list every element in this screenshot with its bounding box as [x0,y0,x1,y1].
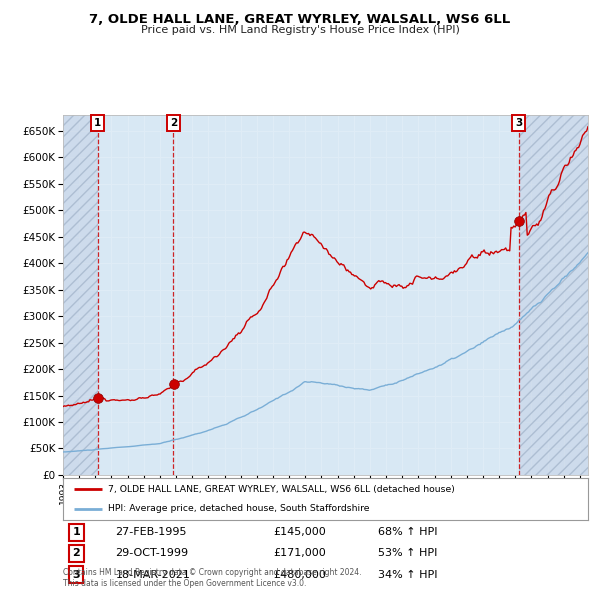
Text: 29-OCT-1999: 29-OCT-1999 [115,549,188,558]
Text: 68% ↑ HPI: 68% ↑ HPI [378,527,437,537]
Text: Price paid vs. HM Land Registry's House Price Index (HPI): Price paid vs. HM Land Registry's House … [140,25,460,35]
Text: £480,000: £480,000 [273,570,326,579]
Text: 53% ↑ HPI: 53% ↑ HPI [378,549,437,558]
Text: 2: 2 [72,549,80,558]
Text: £171,000: £171,000 [273,549,326,558]
Bar [518,115,588,475]
Text: 1: 1 [94,118,101,128]
Text: 27-FEB-1995: 27-FEB-1995 [115,527,187,537]
Bar [98,115,173,475]
Text: 7, OLDE HALL LANE, GREAT WYRLEY, WALSALL, WS6 6LL: 7, OLDE HALL LANE, GREAT WYRLEY, WALSALL… [89,13,511,26]
Text: Contains HM Land Registry data © Crown copyright and database right 2024.
This d: Contains HM Land Registry data © Crown c… [63,568,361,588]
Text: 7, OLDE HALL LANE, GREAT WYRLEY, WALSALL, WS6 6LL (detached house): 7, OLDE HALL LANE, GREAT WYRLEY, WALSALL… [107,485,454,494]
Bar [63,115,98,475]
Text: 34% ↑ HPI: 34% ↑ HPI [378,570,437,579]
Text: 1: 1 [72,527,80,537]
Text: 18-MAR-2021: 18-MAR-2021 [115,570,190,579]
Text: £145,000: £145,000 [273,527,326,537]
Text: HPI: Average price, detached house, South Staffordshire: HPI: Average price, detached house, Sout… [107,504,369,513]
Text: 3: 3 [73,570,80,579]
Text: 2: 2 [170,118,177,128]
Bar [173,115,518,475]
Text: 3: 3 [515,118,523,128]
